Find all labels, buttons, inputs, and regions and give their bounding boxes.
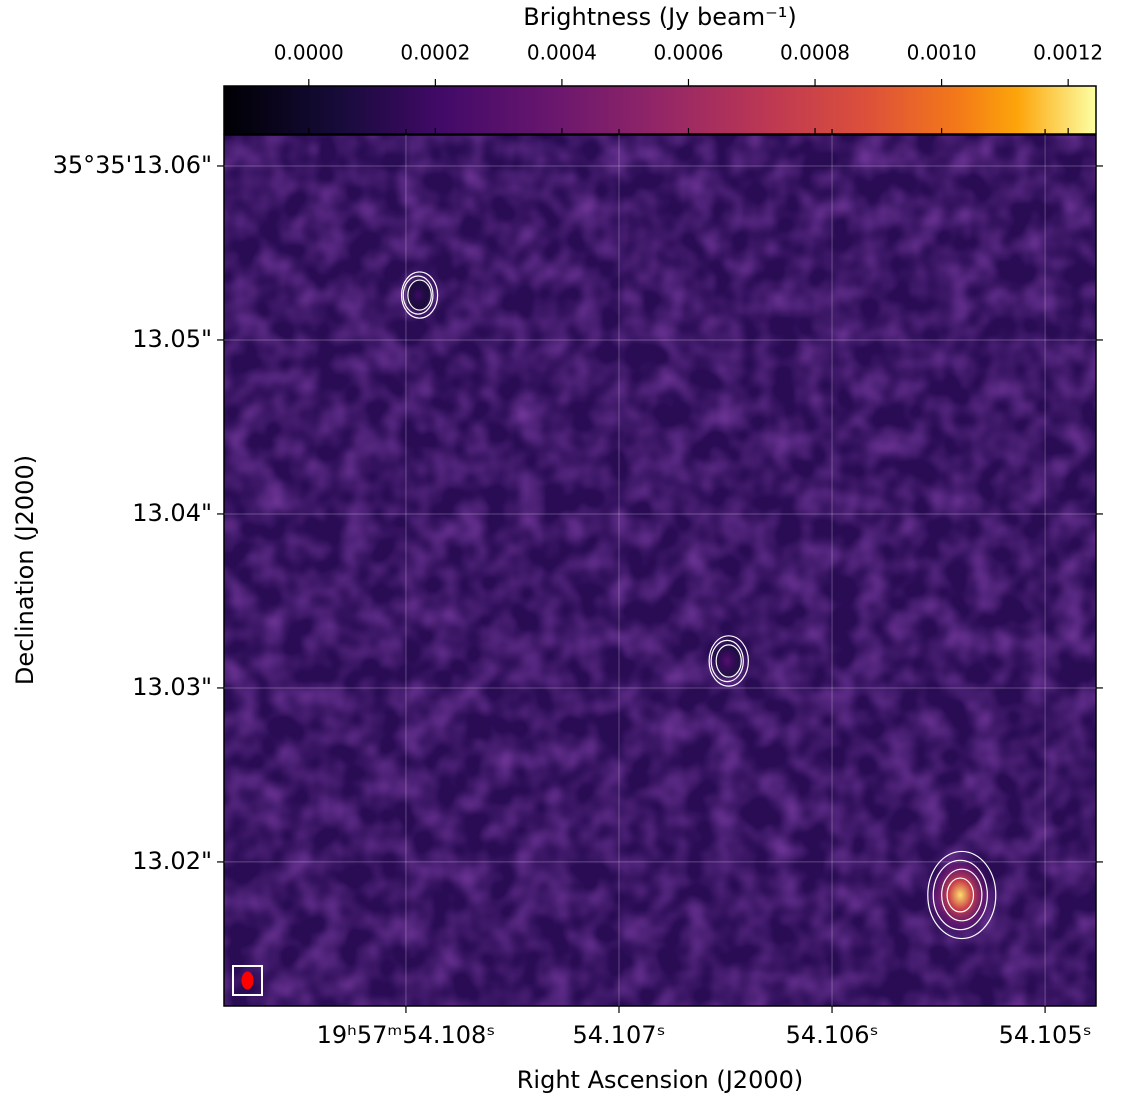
y-tick-label: 13.02": [132, 847, 212, 875]
x-tick-label: 54.105ˢ: [999, 1021, 1092, 1049]
contour: [400, 271, 439, 319]
colorbar-tick-label: 0.0008: [780, 41, 850, 65]
colorbar-tick-label: 0.0000: [274, 41, 344, 65]
y-tick-label: 13.04": [132, 499, 212, 527]
colorbar-tick-label: 0.0004: [527, 41, 597, 65]
contour: [946, 877, 975, 913]
colorbar-tick-label: 0.0012: [1033, 41, 1103, 65]
beam-box: [232, 965, 263, 996]
contour: [402, 275, 434, 315]
x-axis-label: Right Ascension (J2000): [517, 1066, 804, 1094]
y-tick-label: 13.05": [132, 325, 212, 353]
colorbar-tick-label: 0.0006: [653, 41, 723, 65]
contour: [932, 859, 988, 931]
contour: [710, 639, 744, 683]
y-tick-label: 13.03": [132, 673, 212, 701]
contour: [715, 644, 742, 678]
contour: [927, 850, 997, 940]
colorbar: [223, 85, 1097, 135]
contour: [941, 868, 983, 922]
y-axis-label: Declination (J2000): [11, 455, 39, 685]
x-tick-label: 19ʰ57ᵐ54.108ˢ: [317, 1021, 496, 1049]
contour: [407, 279, 432, 311]
y-tick-label: 35°35'13.06": [53, 151, 212, 179]
colorbar-tick-label: 0.0010: [907, 41, 977, 65]
x-tick-label: 54.106ˢ: [786, 1021, 879, 1049]
contour: [708, 635, 749, 687]
plot-frame: [223, 134, 1097, 1007]
colorbar-tick-label: 0.0002: [400, 41, 470, 65]
source: [927, 854, 993, 936]
beam: [241, 971, 254, 990]
colorbar-label: Brightness (Jy beam⁻¹): [523, 3, 796, 31]
x-tick-label: 54.107ˢ: [573, 1021, 666, 1049]
